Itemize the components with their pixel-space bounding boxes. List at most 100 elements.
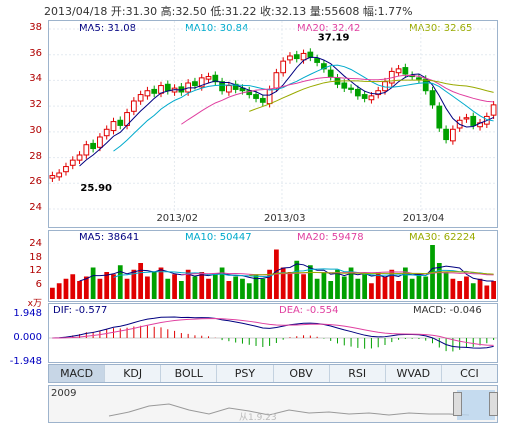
macd-chart [49,316,497,352]
candle-body [130,100,137,112]
volume-bar [457,281,463,299]
quote-date: 2013/04/18 [44,5,108,18]
tab-boll[interactable]: BOLL [161,365,218,382]
candle-body [49,175,56,179]
volume-panel[interactable]: MA5: 38641 MA10: 50447 MA20: 59478 MA30:… [48,230,498,302]
quote-header: 2013/04/18 开:31.30 高:32.50 低:31.22 收:32.… [44,3,413,19]
tab-macd[interactable]: MACD [49,365,106,382]
tab-rsi[interactable]: RSI [330,365,386,382]
quote-low: 低:31.22 [210,5,257,18]
price-y-tick: 38 [29,22,42,33]
volume-bar [389,269,395,299]
volume-bar [212,274,218,299]
macd-y-bottom: -1.948 [9,356,42,367]
candle-body [83,144,90,156]
volume-bar [362,274,368,299]
volume-bar [436,263,442,299]
volume-bar [341,276,347,299]
volume-bar [206,278,211,299]
volume-bar [301,274,306,299]
volume-bar [178,281,184,299]
volume-bar [355,278,361,299]
candle-body [164,83,171,92]
quote-amplitude: 幅:1.77% [362,5,413,18]
candle-body [314,58,320,63]
candle-body [266,88,273,105]
macd-label: MACD: -0.046 [413,305,482,316]
candle-body [198,77,205,88]
volume-bar [314,278,320,299]
candle-body [463,117,470,120]
price-y-tick: 32 [29,99,42,111]
ma10-line [113,64,494,152]
tab-cci[interactable]: CCI [460,367,479,380]
ma20-label: MA20: 32.42 [297,23,361,34]
volume-bar [226,281,232,299]
vol-ma10-label: MA10: 50447 [185,232,252,243]
tab-psy[interactable]: PSY [217,365,274,382]
ma30-label: MA30: 32.65 [409,23,473,34]
candle-body [375,90,382,96]
candle-body [97,136,103,148]
volume-bar [199,272,205,299]
ma5-line [79,56,494,167]
candle-body [416,77,422,80]
volume-bar [138,263,144,299]
candle-body [287,55,293,61]
volume-bar [260,278,266,299]
volume-bar [375,272,381,299]
candle-body [56,172,63,178]
quote-high: 高:32.50 [160,5,207,18]
quote-volume: 量:55608 [309,5,360,18]
volume-bar [450,278,456,299]
candle-body [300,52,307,61]
navigator-right-handle[interactable] [489,392,498,416]
tab-kdj[interactable]: KDJ [105,365,162,382]
candle-body [321,63,327,70]
dea-label: DEA: -0.554 [279,305,339,316]
volume-bar [63,278,69,299]
range-navigator[interactable]: 2009 从1.9.23 [48,385,498,423]
price-y-tick: 26 [29,176,42,188]
volume-bar [484,285,490,299]
candle-body [348,87,354,90]
price-y-tick: 28 [29,150,42,162]
volume-bar [124,278,130,299]
candle-body [490,104,497,116]
vol-ma20-label: MA20: 59478 [297,232,364,243]
navigator-caption: 从1.9.23 [239,413,277,423]
volume-unit: x万 [27,299,42,309]
volume-bar [151,272,157,299]
volume-bar [491,281,496,299]
volume-bar [50,287,55,299]
quote-close: 收:32.13 [260,5,307,18]
volume-bar [307,265,313,299]
volume-bar [111,274,116,299]
volume-bar [348,267,354,299]
candle-body [368,95,375,101]
tab-obv[interactable]: OBV [274,365,330,382]
volume-bar [416,274,422,299]
candle-body [212,74,219,83]
price-chart: 37.19 25.90 2013/02 2013/03 2013/04 [49,21,497,224]
volume-bar [464,276,469,299]
macd-panel[interactable]: DIF: -0.577 DEA: -0.554 MACD: -0.046 [48,303,498,363]
candle-body [253,94,259,99]
price-y-tick: 30 [29,124,42,136]
navigator-year: 2009 [51,388,77,399]
price-y-tick: 36 [29,47,42,59]
price-panel[interactable]: MA5: 31.08 MA10: 30.84 MA20: 32.42 MA30:… [48,20,498,228]
volume-bar [423,276,429,299]
dea-line [52,318,494,346]
volume-bar [240,278,245,299]
quote-open: 开:31.30 [110,5,158,18]
macd-y-zero: 0.000 [13,332,42,343]
candle-body [219,81,225,92]
indicator-tabs: MACD KDJ BOLL PSY OBV RSI WVAD CCI [48,364,498,383]
ma5-label: MA5: 31.08 [79,23,137,34]
tab-wvad[interactable]: WVAD [386,365,442,382]
low-callout: 25.90 [80,183,112,194]
navigator-left-handle[interactable] [453,392,462,416]
volume-y-tick: 24 [29,238,42,249]
volume-bar [185,269,191,299]
